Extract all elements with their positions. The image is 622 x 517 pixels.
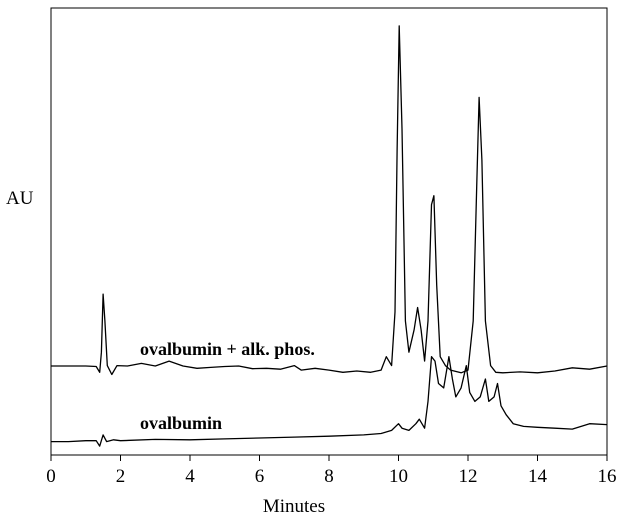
x-tick-label: 8 xyxy=(324,466,334,487)
x-tick-label: 6 xyxy=(255,466,265,487)
x-tick-label: 4 xyxy=(185,466,195,487)
series-line-ovalbumin-alk-phos xyxy=(51,25,608,376)
x-axis-tick-labels: 0 2 4 6 8 10 12 14 16 xyxy=(46,466,616,487)
x-tick-label: 2 xyxy=(116,466,126,487)
x-tick-label: 14 xyxy=(528,466,548,487)
series-line-ovalbumin xyxy=(51,356,608,447)
series-lines xyxy=(51,25,608,447)
x-tick-label: 10 xyxy=(389,466,408,487)
x-axis-label: Minutes xyxy=(263,496,325,517)
x-tick-label: 12 xyxy=(459,466,478,487)
annotation-ovalbumin: ovalbumin xyxy=(140,413,222,433)
x-tick-label: 0 xyxy=(46,466,56,487)
y-axis-label: AU xyxy=(6,188,34,209)
x-tick-label: 16 xyxy=(598,466,617,487)
plot-frame xyxy=(50,7,608,456)
x-axis-ticks xyxy=(50,455,608,461)
annotation-ovalbumin-alk-phos: ovalbumin + alk. phos. xyxy=(140,339,315,359)
